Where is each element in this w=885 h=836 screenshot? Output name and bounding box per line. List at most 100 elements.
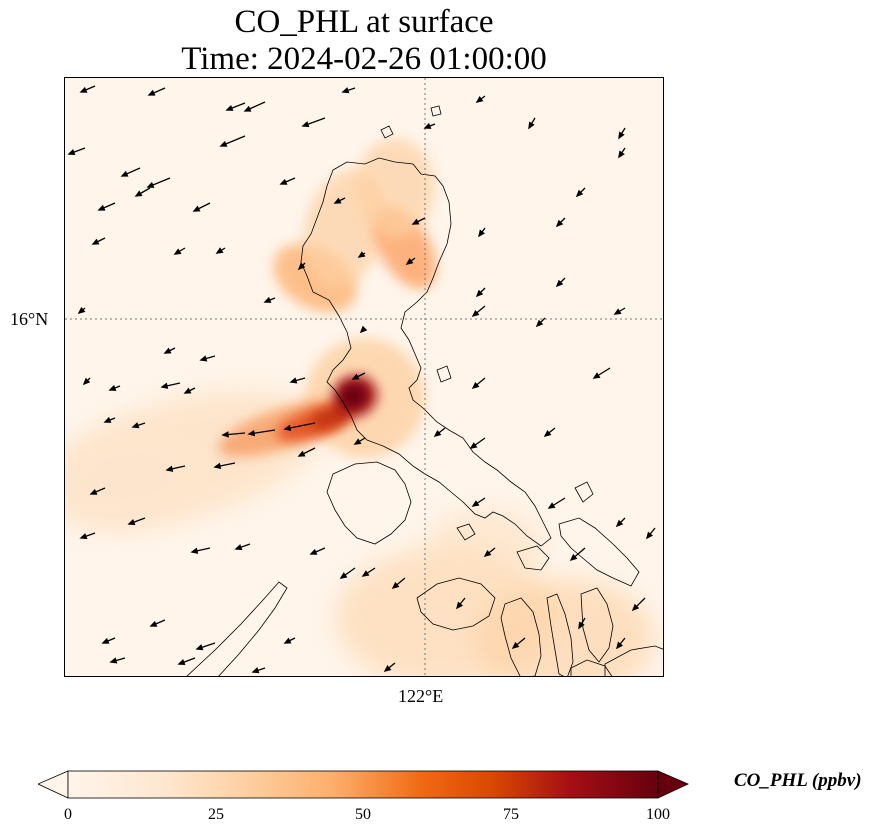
colorbar-tick-100: 100 bbox=[646, 806, 670, 823]
wind-arrow-head bbox=[592, 372, 601, 379]
wind-arrow-head bbox=[131, 422, 140, 429]
wind-arrow-head bbox=[543, 429, 552, 438]
wind-arrow-head bbox=[67, 149, 76, 156]
wind-arrow-head bbox=[469, 442, 478, 449]
wind-arrow-head bbox=[79, 86, 88, 93]
wind-arrow-head bbox=[333, 197, 342, 204]
colorbar-tick-25: 25 bbox=[208, 806, 224, 823]
wind-arrow-head bbox=[101, 637, 110, 644]
wind-arrow-head bbox=[165, 465, 174, 472]
wind-arrow-head bbox=[631, 603, 640, 612]
wind-arrow-head bbox=[221, 431, 229, 438]
coastline-palawan bbox=[186, 581, 288, 676]
coastline-babuyan-islet bbox=[430, 105, 442, 117]
wind-arrow-head bbox=[146, 181, 155, 188]
wind-arrow-head bbox=[478, 229, 485, 238]
wind-arrow-head bbox=[357, 251, 366, 258]
wind-arrow-head bbox=[219, 140, 228, 147]
gridlines bbox=[65, 78, 663, 676]
wind-arrow-head bbox=[547, 502, 556, 509]
wind-arrow-head bbox=[535, 319, 544, 328]
concentration-blob bbox=[475, 578, 655, 676]
wind-arrow-head bbox=[243, 105, 252, 112]
wind-arrow-head bbox=[351, 373, 360, 380]
wind-arrow-head bbox=[82, 377, 91, 386]
wind-arrow-head bbox=[190, 547, 199, 554]
coastlines bbox=[186, 105, 663, 676]
map-canvas bbox=[65, 78, 663, 676]
wind-arrow-head bbox=[79, 533, 88, 540]
wind-arrow-head bbox=[297, 262, 306, 271]
wind-arrow-head bbox=[645, 531, 654, 540]
map-panel bbox=[64, 77, 664, 677]
wind-arrow-head bbox=[283, 637, 292, 644]
wind-arrow-head bbox=[615, 641, 624, 650]
coastline-leyte bbox=[580, 587, 614, 663]
wind-arrow-head bbox=[109, 657, 118, 664]
wind-arrow-head bbox=[483, 549, 492, 558]
concentration-blob bbox=[65, 426, 205, 530]
wind-arrow-head bbox=[578, 621, 585, 630]
wind-arrow-head bbox=[177, 659, 186, 666]
coastline-masbate bbox=[516, 545, 550, 571]
coastline-catanduanes bbox=[574, 481, 594, 503]
wind-arrow-head bbox=[247, 429, 256, 437]
wind-arrow-head bbox=[160, 382, 169, 389]
wind-arrow-head bbox=[89, 488, 98, 495]
coastline-mindanao bbox=[604, 645, 663, 676]
wind-arrow-head bbox=[383, 664, 392, 673]
wind-arrow-head bbox=[134, 190, 143, 197]
wind-arrow-head bbox=[297, 450, 306, 457]
wind-arrow-head bbox=[471, 381, 480, 390]
wind-arrow-head bbox=[120, 170, 129, 177]
coastline-marinduque bbox=[456, 523, 476, 541]
wind-arrow-head bbox=[279, 178, 288, 185]
wind-arrow-head bbox=[341, 87, 350, 94]
colorbar-tick-50: 50 bbox=[355, 806, 371, 823]
wind-arrow-head bbox=[405, 258, 414, 265]
wind-arrow-head bbox=[103, 416, 112, 423]
coastline-batan-islet bbox=[380, 125, 394, 139]
wind-arrow-head bbox=[251, 667, 260, 674]
wind-arrow-head bbox=[163, 347, 172, 354]
coastline-negros bbox=[500, 597, 542, 676]
colorbar-units-label: CO_PHL (ppbv) bbox=[734, 770, 862, 791]
coastline-mindoro bbox=[326, 461, 412, 545]
colorbar bbox=[38, 770, 689, 799]
wind-arrow-head bbox=[411, 218, 420, 225]
wind-arrow-head bbox=[91, 238, 100, 245]
wind-arrow-head bbox=[192, 205, 201, 212]
wind-arrow-head bbox=[511, 641, 520, 650]
wind-arrow-head bbox=[339, 572, 348, 579]
latitude-tick-label: 16°N bbox=[10, 309, 49, 329]
wind-arrow-head bbox=[613, 308, 622, 315]
wind-arrow-head bbox=[147, 89, 156, 96]
wind-arrow-head bbox=[555, 219, 564, 228]
longitude-tick-label: 122°E bbox=[398, 686, 444, 706]
wind-arrow-head bbox=[471, 500, 480, 507]
colorbar-extend-min bbox=[38, 770, 69, 799]
wind-arrow-head bbox=[471, 309, 480, 318]
wind-arrow-head bbox=[555, 279, 564, 288]
wind-arrow-head bbox=[309, 548, 318, 555]
map-title: CO_PHL at surface bbox=[234, 4, 494, 40]
wind-arrow-head bbox=[528, 121, 535, 130]
concentration-blob bbox=[425, 508, 545, 588]
wind-arrow-head bbox=[575, 189, 584, 198]
wind-arrow-head bbox=[361, 570, 370, 577]
concentration-blob bbox=[339, 383, 367, 409]
coastline-panay bbox=[416, 577, 496, 631]
wind-arrow-head bbox=[353, 438, 362, 445]
wind-arrow-head bbox=[283, 424, 292, 432]
wind-arrow-head bbox=[77, 306, 86, 315]
map-subtitle-time: Time: 2024-02-26 01:00:00 bbox=[181, 41, 547, 77]
wind-arrow-head bbox=[475, 289, 484, 298]
wind-arrow-head bbox=[569, 553, 578, 562]
wind-arrow-head bbox=[127, 519, 136, 526]
colorbar-tick-75: 75 bbox=[503, 806, 519, 823]
wind-arrow-head bbox=[455, 601, 464, 610]
coastline-luzon bbox=[300, 157, 552, 547]
coastline-polillo bbox=[436, 365, 452, 383]
concentration-blob bbox=[355, 138, 435, 238]
wind-arrow-head bbox=[108, 384, 117, 391]
